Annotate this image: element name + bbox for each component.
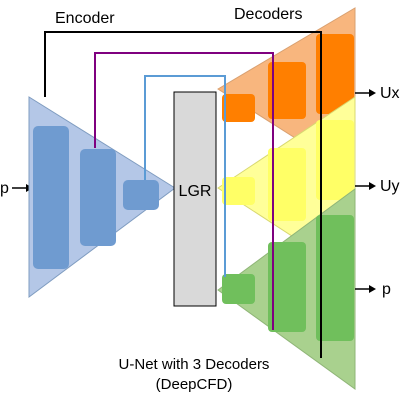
caption-line-2: (DeepCFD) [156, 376, 233, 393]
bottleneck-label: LGR [179, 183, 212, 200]
encoder-block-2 [80, 149, 116, 246]
input-label: p [0, 180, 9, 197]
encoder-title: Encoder [55, 10, 115, 27]
output-label-ux: Ux [380, 85, 400, 102]
decoders-title: Decoders [234, 6, 302, 23]
output-arrow-p-head [369, 285, 376, 293]
decoder-ux-block-1 [222, 94, 255, 122]
skip-connection-inner [144, 75, 226, 277]
output-arrow-uy-head [369, 182, 376, 190]
decoder-p-block-2 [268, 242, 306, 332]
encoder-block-3 [123, 180, 159, 210]
output-label-p: p [382, 281, 391, 298]
decoder-uy-block-1 [222, 177, 255, 205]
decoder-ux-block-2 [268, 62, 306, 119]
decoder-p-block-1 [222, 274, 255, 304]
decoder-uy-block-2 [268, 148, 306, 221]
skip-connection-middle [94, 52, 274, 330]
caption-line-1: U-Net with 3 Decoders [119, 356, 270, 373]
encoder-block-1 [33, 126, 69, 269]
output-arrow-ux-head [369, 89, 376, 97]
bottleneck-box [173, 91, 217, 307]
decoder-p-block-3 [316, 215, 354, 341]
output-label-uy: Uy [380, 178, 400, 195]
decoder-uy-block-3 [316, 120, 354, 200]
skip-connection-outer [44, 31, 322, 358]
decoder-ux-block-3 [316, 34, 354, 114]
